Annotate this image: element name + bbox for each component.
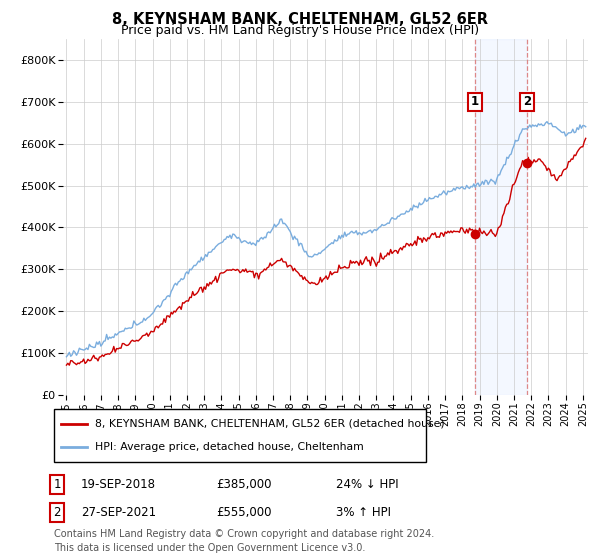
Text: 19-SEP-2018: 19-SEP-2018 [81, 478, 156, 491]
Text: 2: 2 [523, 95, 531, 109]
Text: 8, KEYNSHAM BANK, CHELTENHAM, GL52 6ER (detached house): 8, KEYNSHAM BANK, CHELTENHAM, GL52 6ER (… [95, 419, 445, 429]
Text: 1: 1 [470, 95, 479, 109]
Text: £385,000: £385,000 [216, 478, 271, 491]
Text: 8, KEYNSHAM BANK, CHELTENHAM, GL52 6ER: 8, KEYNSHAM BANK, CHELTENHAM, GL52 6ER [112, 12, 488, 27]
Text: This data is licensed under the Open Government Licence v3.0.: This data is licensed under the Open Gov… [54, 543, 365, 553]
Text: 1: 1 [53, 478, 61, 491]
Text: 3% ↑ HPI: 3% ↑ HPI [336, 506, 391, 519]
Text: 24% ↓ HPI: 24% ↓ HPI [336, 478, 398, 491]
Text: £555,000: £555,000 [216, 506, 271, 519]
Bar [475, 39, 527, 395]
Text: HPI: Average price, detached house, Cheltenham: HPI: Average price, detached house, Chel… [95, 442, 364, 452]
Text: 27-SEP-2021: 27-SEP-2021 [81, 506, 156, 519]
FancyBboxPatch shape [54, 409, 426, 462]
Text: Contains HM Land Registry data © Crown copyright and database right 2024.: Contains HM Land Registry data © Crown c… [54, 529, 434, 539]
Text: Price paid vs. HM Land Registry's House Price Index (HPI): Price paid vs. HM Land Registry's House … [121, 24, 479, 36]
Text: 2: 2 [53, 506, 61, 519]
